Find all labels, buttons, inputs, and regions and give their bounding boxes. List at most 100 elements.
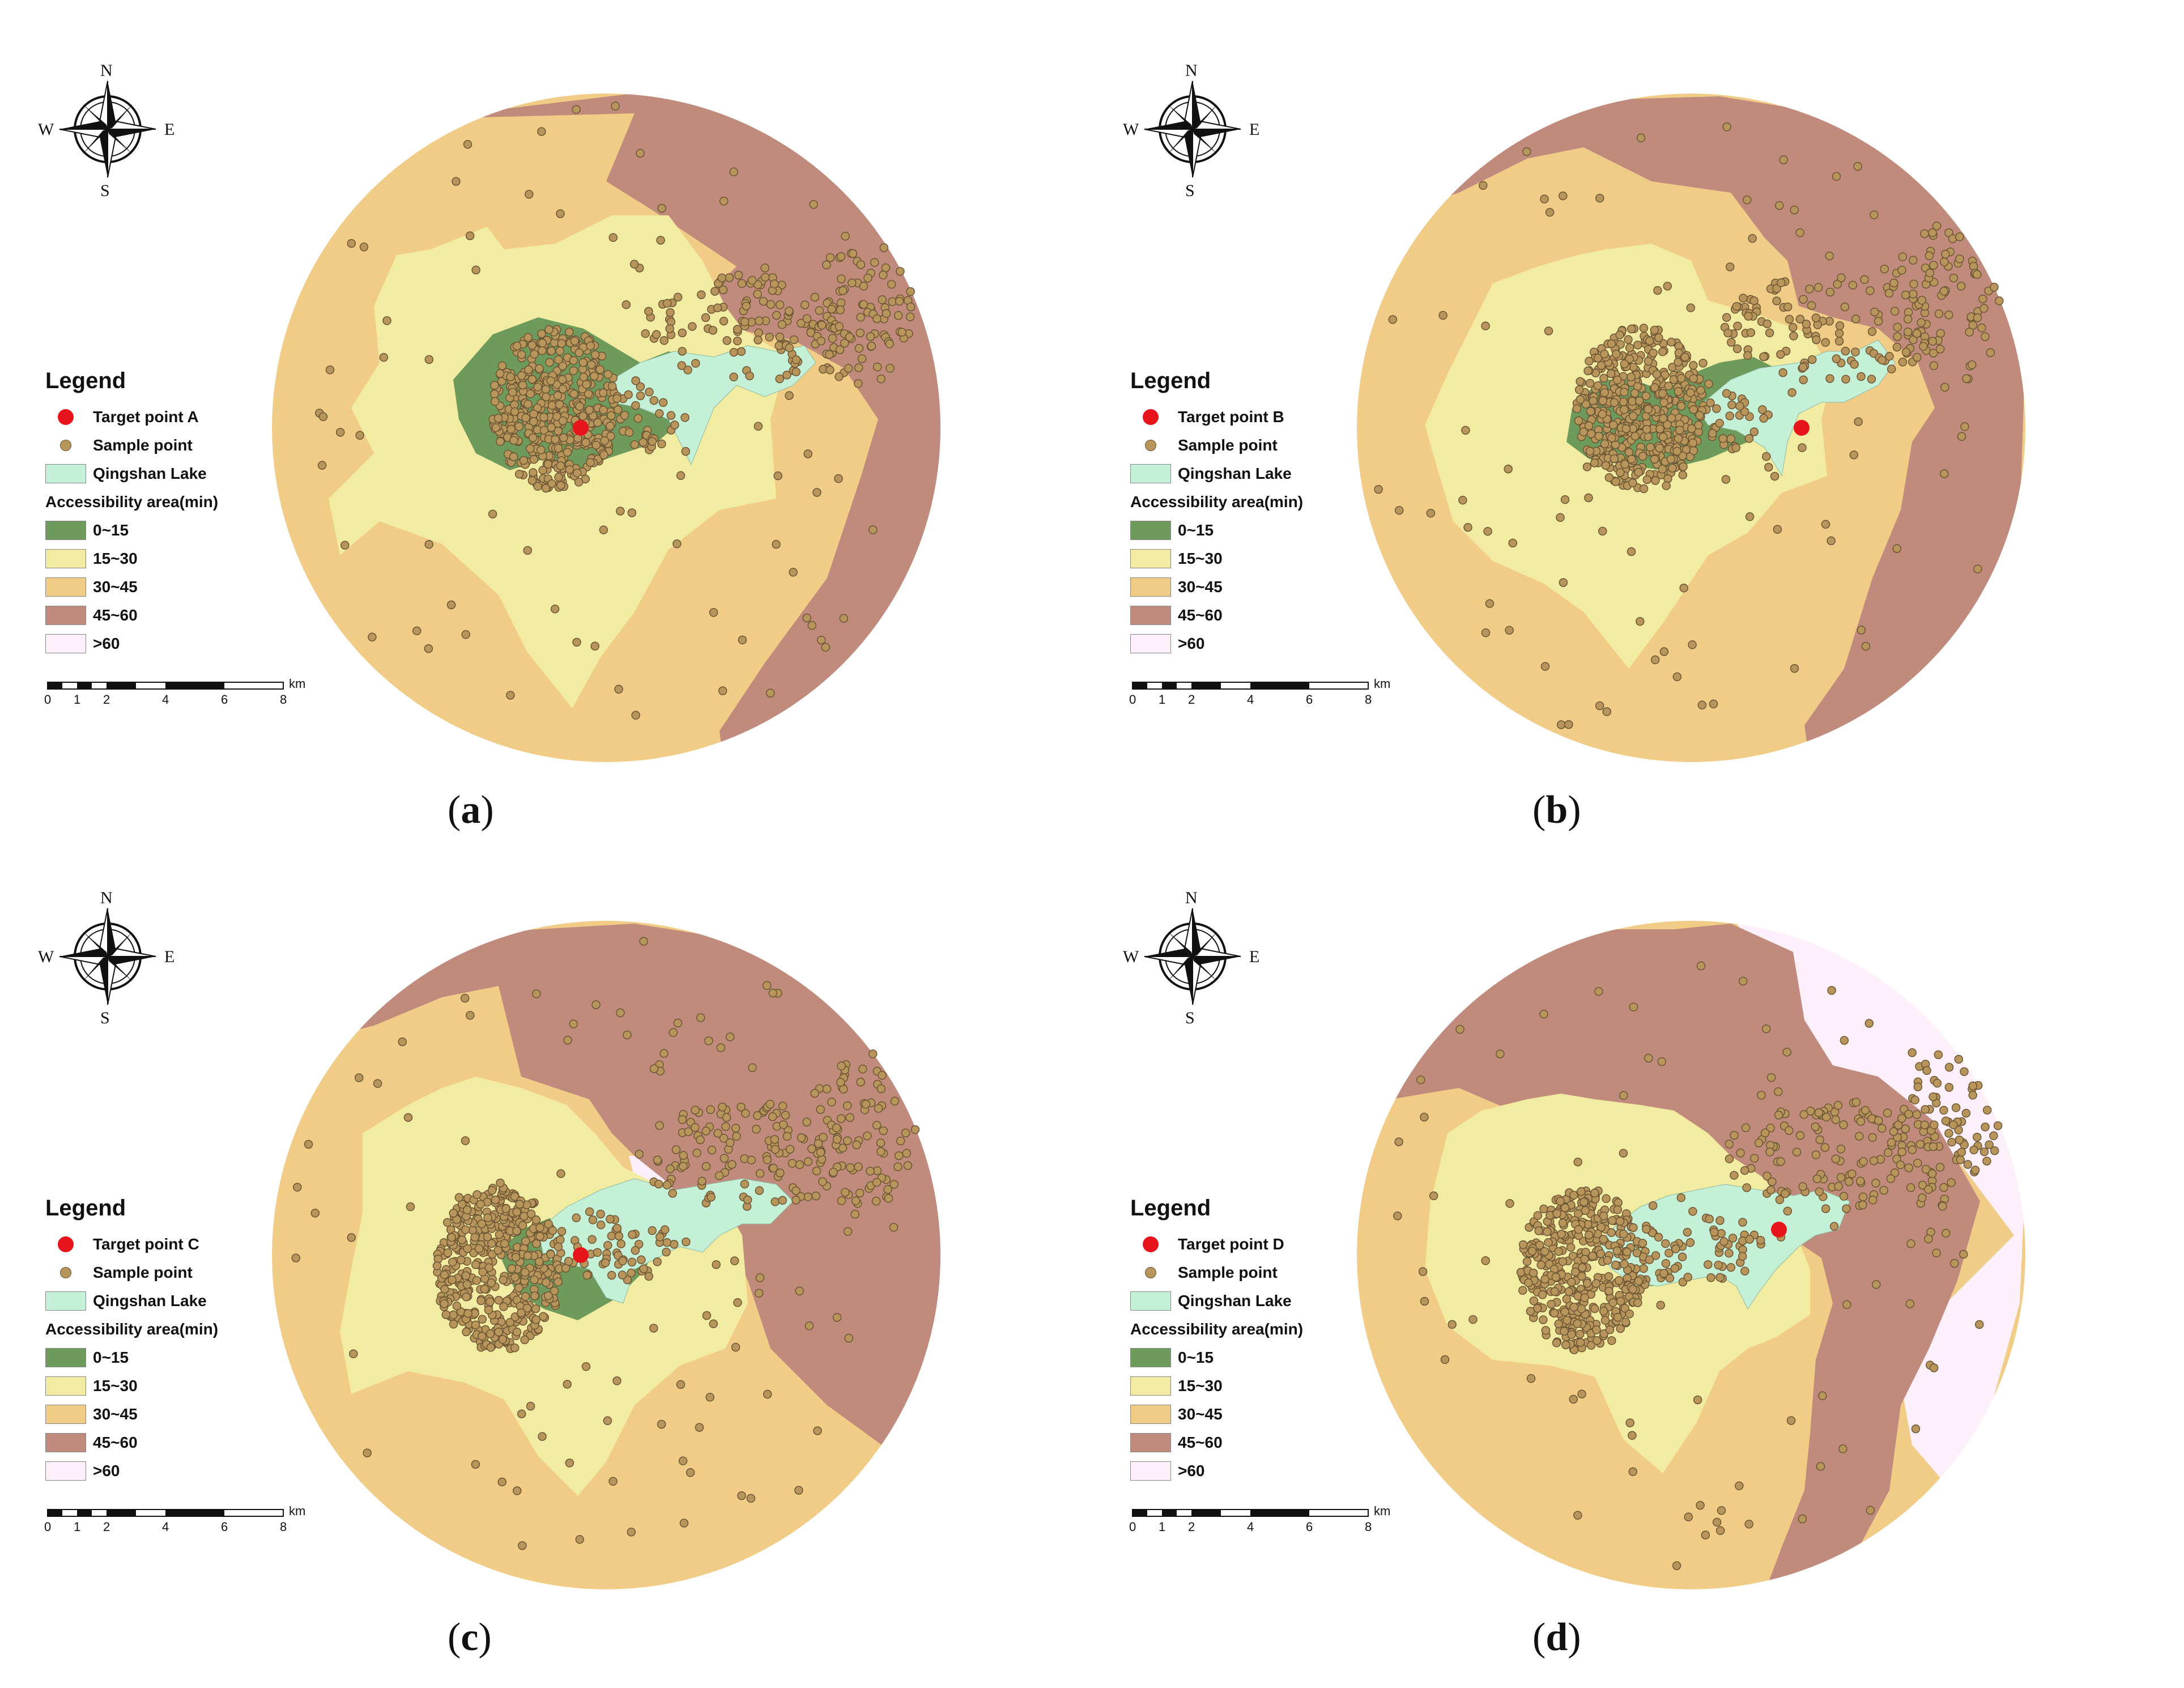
sample-point [1990, 1146, 1999, 1155]
sample-point [546, 376, 556, 385]
sample-point [1455, 1024, 1464, 1034]
sample-point [803, 1192, 813, 1201]
sample-point [1549, 1308, 1559, 1318]
legend-class: >60 [45, 1457, 306, 1485]
sample-point [760, 273, 770, 282]
sample-point [631, 376, 640, 385]
sample-point [868, 1049, 878, 1058]
sample-point [1799, 295, 1808, 304]
sample-point [1608, 420, 1618, 430]
sample-point [1524, 1278, 1533, 1287]
sample-point [1811, 313, 1821, 322]
sample-point [582, 380, 591, 389]
sample-point [1468, 1315, 1478, 1324]
sample-point [1722, 389, 1731, 398]
sample-point [1742, 1183, 1751, 1192]
sample-point [1581, 399, 1591, 409]
sample-point [810, 292, 820, 302]
sample-point [1725, 1248, 1734, 1258]
sample-point [1956, 282, 1966, 291]
sample-point [856, 313, 865, 322]
sample-point [1831, 1154, 1840, 1163]
sample-point [1840, 1036, 1849, 1045]
sample-point [462, 1205, 472, 1215]
sample-point [1821, 1204, 1830, 1213]
sample-point [349, 1349, 358, 1358]
sample-point [603, 1241, 612, 1250]
sample-point [493, 1245, 503, 1255]
sample-point [530, 1275, 539, 1285]
qingshan-lake [1696, 339, 1896, 477]
sample-point [791, 1186, 801, 1196]
compass-e-label: E [1249, 120, 1260, 139]
sample-point [683, 365, 692, 375]
sample-point [1726, 434, 1736, 444]
sample-point [517, 1308, 526, 1317]
sample-point [736, 347, 746, 356]
sample-point [719, 1134, 729, 1143]
sample-point [670, 420, 679, 430]
sample-point [1929, 261, 1938, 270]
sample-point [1772, 296, 1781, 305]
sample-point [641, 329, 650, 338]
sample-point [729, 167, 738, 177]
sample-point [702, 1311, 712, 1320]
sample-point [1636, 133, 1646, 143]
sample-point [1744, 1520, 1753, 1529]
sample-point [557, 375, 567, 384]
sample-point [1813, 283, 1823, 292]
sample-point [616, 1239, 626, 1248]
sample-point [1505, 1199, 1514, 1208]
sample-point [843, 1136, 852, 1145]
sample-point [1561, 1340, 1570, 1350]
sample-point [1827, 986, 1836, 995]
sample-point [1569, 1303, 1578, 1312]
sample-point [510, 407, 520, 416]
sample-point [406, 1202, 415, 1211]
sample-point [887, 279, 896, 289]
sample-point [1740, 407, 1749, 416]
sample-point [1394, 1137, 1403, 1146]
sample-point [1776, 1157, 1785, 1166]
compass-w-label: W [1123, 947, 1139, 966]
sample-point [1610, 398, 1619, 407]
sample-point [1551, 1273, 1561, 1282]
sample-point [1839, 1120, 1848, 1129]
sample-point [449, 1320, 458, 1329]
sample-point [1951, 1103, 1961, 1112]
sample-point [1833, 1101, 1843, 1110]
sample-point [545, 358, 554, 367]
sample-point [1620, 359, 1629, 369]
sample-point [525, 190, 534, 199]
sample-point [403, 1113, 413, 1122]
sample-point [1558, 1218, 1568, 1228]
sample-point [1859, 1157, 1868, 1166]
sample-point [686, 1468, 695, 1477]
sample-point [1704, 379, 1713, 389]
sample-point [1550, 1287, 1559, 1296]
sample-point [454, 1193, 464, 1202]
sample-point [1866, 1506, 1875, 1515]
sample-point [1870, 307, 1879, 317]
sample-point [1722, 313, 1731, 322]
sample-point [678, 1456, 688, 1465]
sample-point [1719, 1237, 1729, 1246]
sample-point [707, 1145, 717, 1155]
sample-point [526, 1209, 536, 1219]
map-panel-c: N S E W Legend Target point C Sample point Qing… [11, 839, 1088, 1660]
sample-point [1688, 640, 1697, 649]
sample-point [1913, 352, 1922, 362]
sample-point [557, 1227, 567, 1236]
sample-point [1815, 1187, 1824, 1196]
sample-point [627, 1528, 636, 1537]
sample-point [1573, 1511, 1582, 1520]
sample-point [614, 405, 623, 415]
sample-point [1889, 1127, 1898, 1136]
sample-point [1743, 351, 1752, 360]
sample-point [1613, 1205, 1623, 1214]
sample-point [778, 1102, 787, 1111]
sample-point [541, 385, 551, 394]
sample-point [1849, 450, 1859, 460]
sample-point [1689, 374, 1698, 383]
sample-point [882, 309, 891, 318]
